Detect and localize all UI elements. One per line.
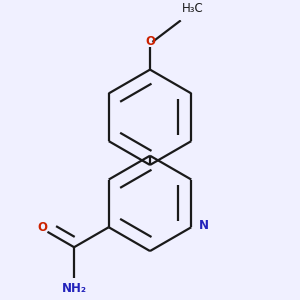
- Text: N: N: [199, 219, 209, 232]
- Text: O: O: [37, 221, 47, 234]
- Text: O: O: [145, 35, 155, 48]
- Text: H₃C: H₃C: [182, 2, 204, 15]
- Text: NH₂: NH₂: [61, 282, 87, 295]
